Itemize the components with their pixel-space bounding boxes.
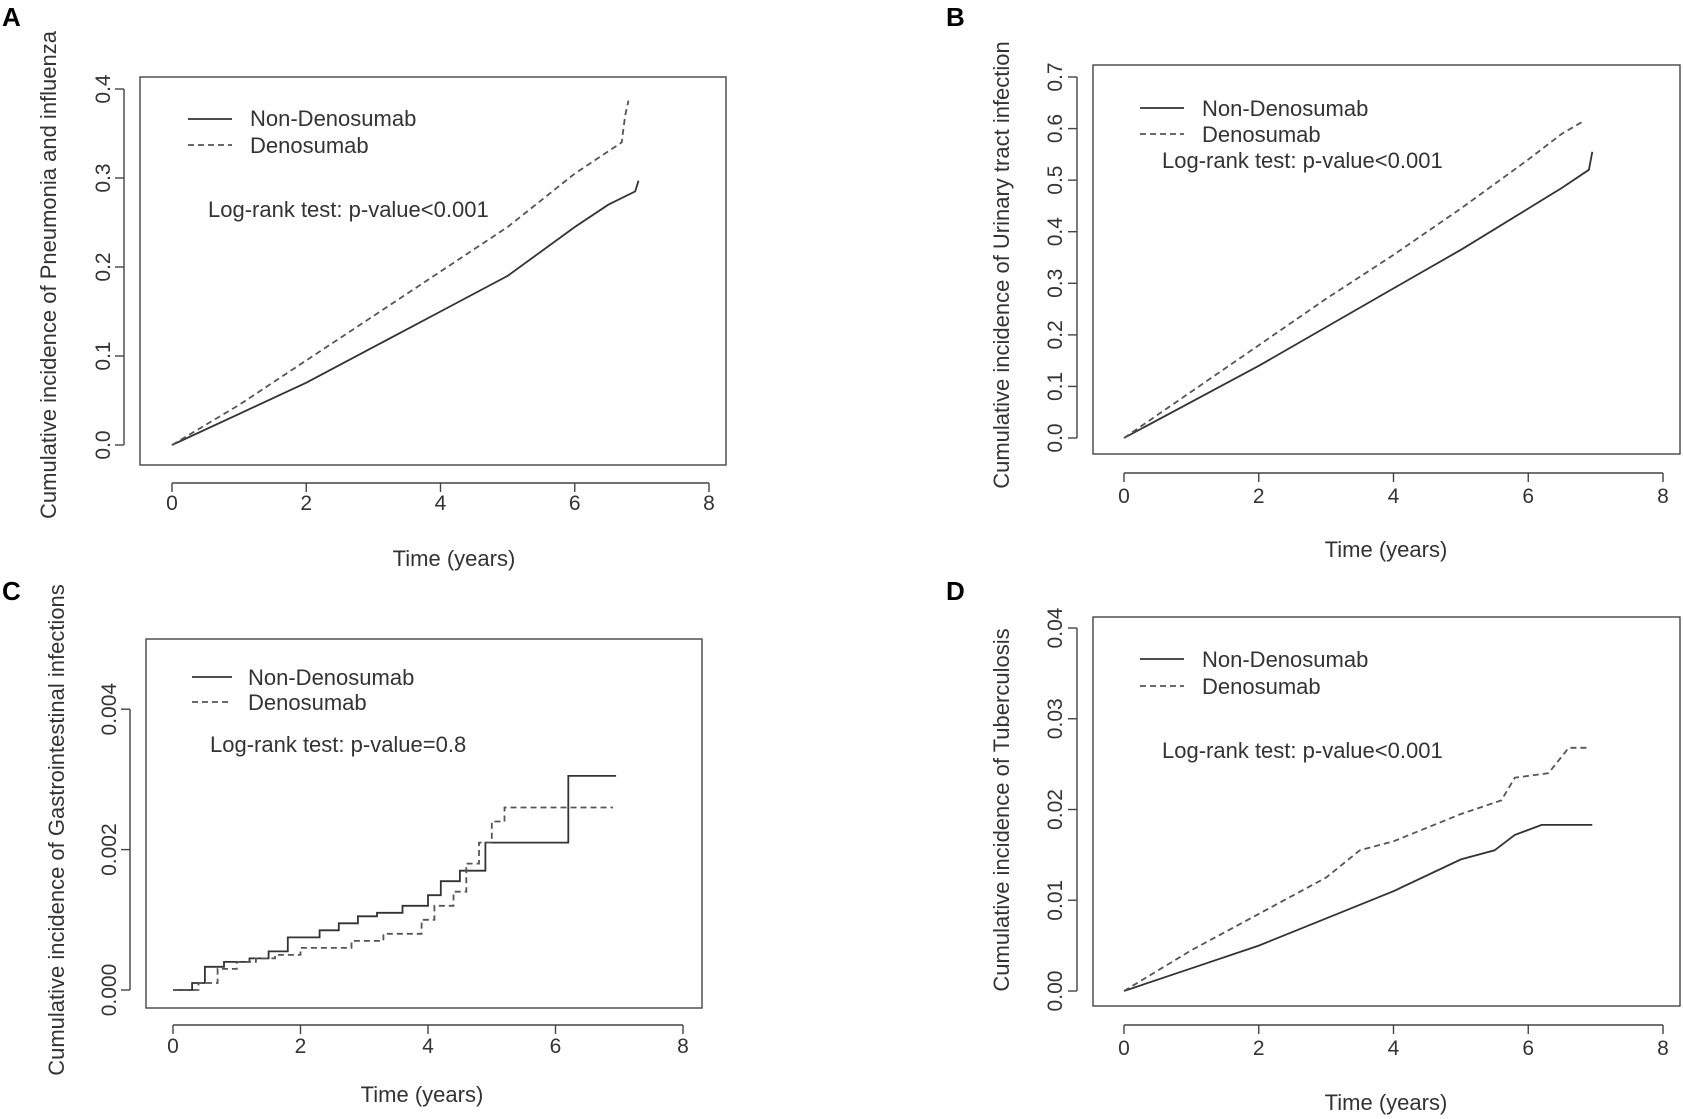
series-line-non-denosumab-c (173, 775, 617, 991)
panel-label-b: B (946, 2, 965, 32)
x-axis-label-a: Time (years) (393, 546, 516, 571)
x-tick-label-a-6: 6 (569, 492, 581, 515)
panel-label-a: A (2, 2, 21, 32)
x-tick-label-c-2: 2 (295, 1035, 307, 1058)
y-axis-label-c: Cumulative incidence of Gastrointestinal… (44, 584, 69, 1076)
plot-frame-a (139, 76, 727, 466)
y-tick-label-d-0: 0.00 (1044, 971, 1067, 1012)
x-tick-label-b-8: 8 (1657, 485, 1669, 508)
x-tick-label-a-0: 0 (166, 492, 178, 515)
x-tick-label-c-0: 0 (167, 1035, 179, 1058)
legend-entry-denosumab-d: Denosumab (1202, 674, 1321, 699)
y-tick-label-b-7: 0.7 (1044, 62, 1067, 91)
x-tick-label-d-8: 8 (1657, 1037, 1669, 1060)
x-tick-label-c-6: 6 (550, 1035, 562, 1058)
x-tick-label-c-8: 8 (677, 1035, 689, 1058)
legend-entry-denosumab-a: Denosumab (250, 133, 369, 158)
legend-entry-non-denosumab-c: Non-Denosumab (248, 665, 414, 690)
logrank-annotation-c: Log-rank test: p-value=0.8 (210, 732, 466, 757)
y-tick-label-a-0: 0.0 (92, 430, 115, 459)
y-tick-label-a-1: 0.1 (92, 341, 115, 370)
x-tick-label-d-4: 4 (1388, 1037, 1400, 1060)
x-axis-label-d: Time (years) (1325, 1090, 1448, 1115)
x-tick-label-b-2: 2 (1253, 485, 1265, 508)
y-tick-label-b-0: 0.0 (1044, 423, 1067, 452)
x-tick-label-c-4: 4 (422, 1035, 434, 1058)
y-tick-label-b-2: 0.2 (1044, 320, 1067, 349)
logrank-annotation-a: Log-rank test: p-value<0.001 (208, 197, 489, 222)
x-axis-label-b: Time (years) (1325, 537, 1448, 562)
y-tick-label-c-0: 0.000 (98, 964, 121, 1017)
x-tick-label-b-6: 6 (1522, 485, 1534, 508)
panel-c: C Non-Denosumab Denosumab Log-rank test:… (2, 576, 703, 1107)
x-tick-label-b-4: 4 (1388, 485, 1400, 508)
series-line-denosumab-c (173, 806, 613, 991)
logrank-annotation-d: Log-rank test: p-value<0.001 (1162, 738, 1443, 763)
logrank-annotation-b: Log-rank test: p-value<0.001 (1162, 148, 1443, 173)
y-tick-label-c-2: 0.004 (98, 683, 121, 736)
panel-label-d: D (946, 576, 965, 606)
x-tick-label-d-0: 0 (1118, 1037, 1130, 1060)
panel-b: B Non-Denosumab Denosumab Log-rank test:… (946, 2, 1681, 562)
y-tick-label-d-2: 0.02 (1044, 789, 1067, 830)
legend-entry-denosumab-b: Denosumab (1202, 122, 1321, 147)
y-tick-label-a-4: 0.4 (92, 74, 115, 104)
series-line-denosumab-d (1123, 746, 1589, 992)
plot-frame-b (1092, 64, 1681, 455)
x-tick-label-a-8: 8 (703, 492, 715, 515)
x-tick-label-b-0: 0 (1118, 485, 1130, 508)
x-axis-label-c: Time (years) (361, 1082, 484, 1107)
series-line-non-denosumab-d (1123, 824, 1593, 992)
y-tick-label-d-4: 0.04 (1044, 607, 1067, 648)
y-tick-label-b-3: 0.3 (1044, 269, 1067, 298)
legend-entry-non-denosumab-d: Non-Denosumab (1202, 647, 1368, 672)
y-tick-label-b-6: 0.6 (1044, 114, 1067, 143)
y-tick-label-a-3: 0.3 (92, 163, 115, 192)
y-axis-label-a: Cumulative incidence of Pneumonia and in… (36, 30, 61, 519)
panel-a: A Non-Denosumab Denosumab Log-rank test:… (2, 2, 727, 571)
x-tick-label-a-4: 4 (435, 492, 447, 515)
series-line-denosumab-b (1123, 121, 1583, 439)
y-tick-label-c-1: 0.002 (98, 823, 121, 876)
y-tick-label-b-5: 0.5 (1044, 166, 1067, 195)
y-tick-label-b-4: 0.4 (1044, 217, 1067, 247)
y-tick-label-a-2: 0.2 (92, 252, 115, 281)
legend-entry-non-denosumab-a: Non-Denosumab (250, 106, 416, 131)
panel-d: D Non-Denosumab Denosumab Log-rank test:… (946, 576, 1681, 1115)
series-line-non-denosumab-b (1123, 151, 1594, 439)
plot-frame-c (145, 638, 703, 1009)
legend-entry-non-denosumab-b: Non-Denosumab (1202, 96, 1368, 121)
y-tick-label-b-1: 0.1 (1044, 372, 1067, 401)
x-tick-label-d-6: 6 (1522, 1037, 1534, 1060)
legend-entry-denosumab-c: Denosumab (248, 690, 367, 715)
x-tick-label-a-2: 2 (300, 492, 312, 515)
x-tick-label-d-2: 2 (1253, 1037, 1265, 1060)
plot-frame-d (1092, 616, 1681, 1007)
y-tick-label-d-3: 0.03 (1044, 698, 1067, 739)
y-axis-label-b: Cumulative incidence of Urinary tract in… (989, 41, 1014, 489)
series-line-non-denosumab-a (171, 180, 640, 446)
y-tick-label-d-1: 0.01 (1044, 880, 1067, 921)
y-axis-label-d: Cumulative incidence of Tuberculosis (989, 628, 1014, 991)
series-line-denosumab-a (171, 100, 630, 446)
panel-label-c: C (2, 576, 21, 606)
